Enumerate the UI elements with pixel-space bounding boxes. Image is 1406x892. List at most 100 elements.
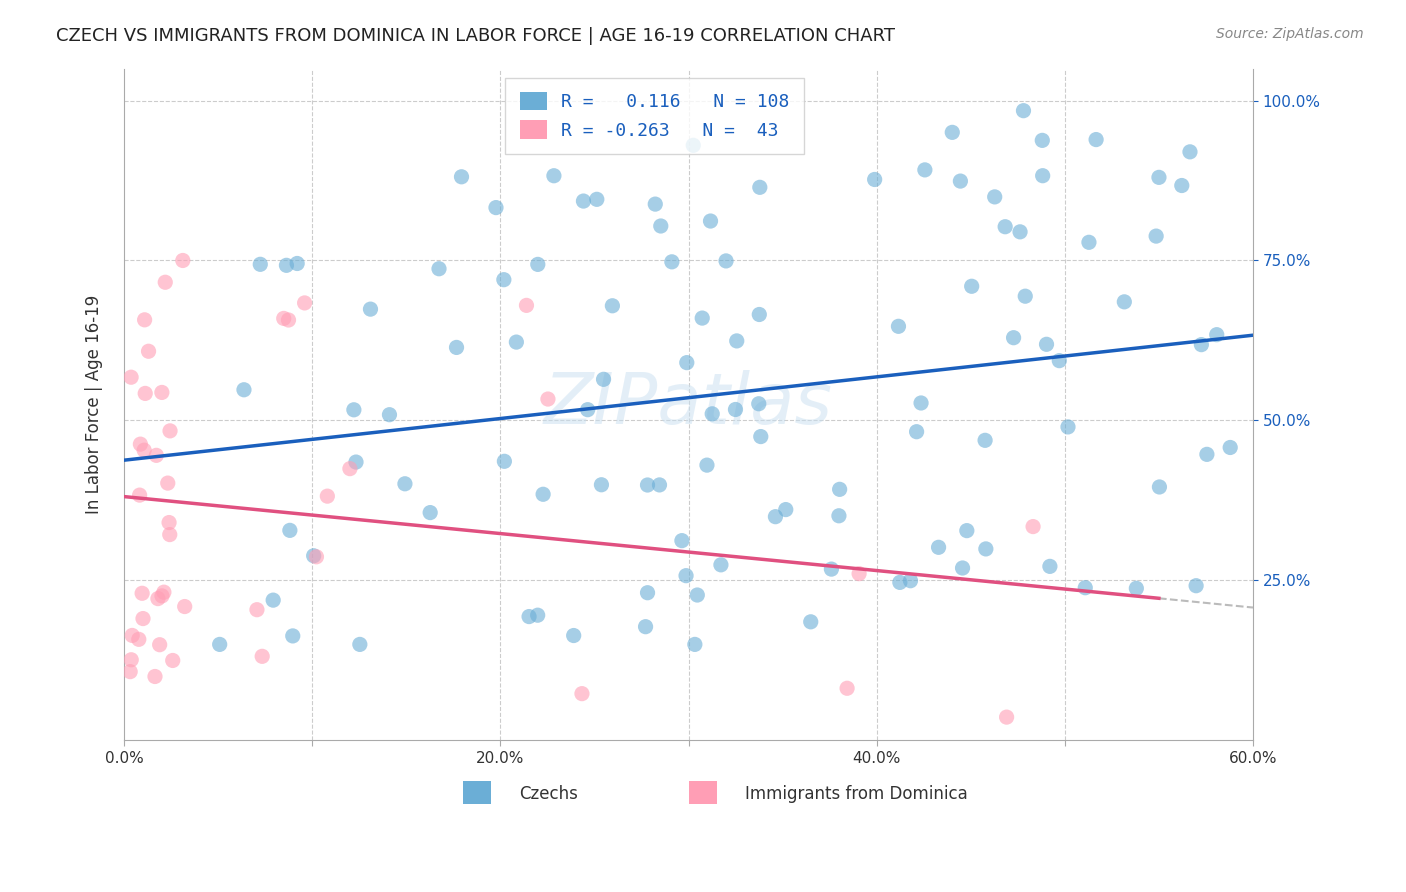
Czechs <box>675 356 697 370</box>
Czechs <box>974 434 997 448</box>
Czechs <box>585 192 607 206</box>
Czechs <box>343 402 366 417</box>
Czechs <box>1114 294 1136 309</box>
Czechs <box>889 575 911 590</box>
Immigrants from Dominica <box>157 516 180 530</box>
Czechs <box>648 478 671 492</box>
Immigrants from Dominica <box>250 649 273 664</box>
Czechs <box>900 574 922 588</box>
Czechs <box>527 257 550 271</box>
Czechs <box>634 620 657 634</box>
Immigrants from Dominica <box>162 653 184 667</box>
Immigrants from Dominica <box>159 527 181 541</box>
Czechs <box>262 593 284 607</box>
Bar <box>689 780 717 805</box>
Czechs <box>591 477 613 491</box>
Czechs <box>941 125 963 139</box>
Immigrants from Dominica <box>149 638 172 652</box>
Czechs <box>683 637 706 651</box>
Czechs <box>748 397 770 411</box>
Immigrants from Dominica <box>134 313 156 327</box>
Czechs <box>696 458 718 472</box>
Czechs <box>1039 559 1062 574</box>
Czechs <box>1178 145 1201 159</box>
Czechs <box>1032 169 1054 183</box>
Czechs <box>765 509 787 524</box>
Czechs <box>1057 420 1080 434</box>
Immigrants from Dominica <box>1022 519 1045 533</box>
Immigrants from Dominica <box>515 298 537 312</box>
Czechs <box>828 483 851 497</box>
Czechs <box>208 637 231 651</box>
Czechs <box>994 219 1017 234</box>
Czechs <box>450 169 472 184</box>
Immigrants from Dominica <box>128 488 150 502</box>
Czechs <box>1205 327 1227 342</box>
Czechs <box>1149 480 1171 494</box>
Legend: R =   0.116   N = 108, R = -0.263   N =  43: R = 0.116 N = 108, R = -0.263 N = 43 <box>505 78 804 154</box>
Immigrants from Dominica <box>277 313 299 327</box>
Immigrants from Dominica <box>294 296 316 310</box>
Czechs <box>278 524 301 538</box>
Czechs <box>1125 582 1147 596</box>
Czechs <box>714 254 737 268</box>
Czechs <box>675 568 697 582</box>
Immigrants from Dominica <box>995 710 1018 724</box>
Immigrants from Dominica <box>150 385 173 400</box>
Czechs <box>863 172 886 186</box>
Czechs <box>1035 337 1057 351</box>
Czechs <box>650 219 672 233</box>
Text: Czechs: Czechs <box>519 785 578 803</box>
Czechs <box>661 255 683 269</box>
Immigrants from Dominica <box>134 386 156 401</box>
Immigrants from Dominica <box>143 669 166 683</box>
Czechs <box>249 257 271 271</box>
Czechs <box>671 533 693 548</box>
Czechs <box>702 407 724 421</box>
Czechs <box>725 334 748 348</box>
Czechs <box>1144 229 1167 244</box>
Czechs <box>914 162 936 177</box>
Immigrants from Dominica <box>131 586 153 600</box>
Czechs <box>1189 337 1212 351</box>
Czechs <box>1012 103 1035 118</box>
Immigrants from Dominica <box>159 424 181 438</box>
Czechs <box>1074 581 1097 595</box>
Immigrants from Dominica <box>339 461 361 475</box>
Czechs <box>748 180 770 194</box>
Czechs <box>531 487 554 501</box>
Czechs <box>960 279 983 293</box>
Czechs <box>505 335 527 350</box>
Immigrants from Dominica <box>155 275 177 289</box>
Czechs <box>983 190 1005 204</box>
Czechs <box>1014 289 1036 303</box>
Czechs <box>344 455 367 469</box>
Bar <box>463 780 491 805</box>
Czechs <box>517 609 540 624</box>
Immigrants from Dominica <box>121 628 143 642</box>
Czechs <box>419 506 441 520</box>
Czechs <box>775 502 797 516</box>
Czechs <box>446 340 468 354</box>
Czechs <box>485 201 508 215</box>
Immigrants from Dominica <box>153 585 176 599</box>
Czechs <box>644 197 666 211</box>
Immigrants from Dominica <box>316 489 339 503</box>
Czechs <box>749 429 772 443</box>
Czechs <box>543 169 565 183</box>
Czechs <box>690 311 713 326</box>
Y-axis label: In Labor Force | Age 16-19: In Labor Force | Age 16-19 <box>86 295 103 514</box>
Czechs <box>1008 225 1031 239</box>
Czechs <box>302 549 325 563</box>
Czechs <box>1171 178 1194 193</box>
Czechs <box>952 561 974 575</box>
Czechs <box>1219 441 1241 455</box>
Immigrants from Dominica <box>120 370 142 384</box>
Czechs <box>949 174 972 188</box>
Czechs <box>576 402 599 417</box>
Czechs <box>592 372 614 386</box>
Czechs <box>1031 133 1053 147</box>
Immigrants from Dominica <box>305 549 328 564</box>
Czechs <box>394 476 416 491</box>
Immigrants from Dominica <box>120 665 142 679</box>
